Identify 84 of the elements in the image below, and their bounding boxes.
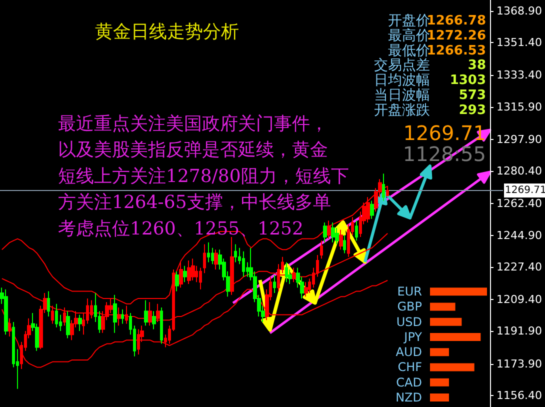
- candlestick: [242, 250, 245, 278]
- candlestick: [199, 267, 202, 290]
- candlestick: [137, 328, 140, 356]
- bar: [430, 288, 487, 296]
- annotation: 交易点差: [374, 58, 430, 74]
- candlestick: [320, 240, 323, 260]
- y-tick-label: 1191.90: [496, 324, 542, 338]
- candlestick: [230, 236, 234, 296]
- candlestick: [327, 220, 331, 240]
- annotation: 当日波幅: [374, 88, 430, 104]
- y-tick-label: 1209.40: [496, 293, 542, 306]
- candlestick: [214, 249, 218, 270]
- candlestick: [339, 229, 343, 250]
- text: 1303: [450, 73, 486, 88]
- text: 黄金日线走势分析: [95, 22, 239, 42]
- candlestick: [323, 222, 327, 243]
- y-tick-label: CHF: [398, 360, 422, 374]
- candlestick: [144, 300, 148, 326]
- y-tick-label: 1156.40: [496, 388, 542, 402]
- bar: [430, 378, 449, 386]
- annotation: 日均波幅: [374, 72, 430, 89]
- candlestick: [234, 244, 237, 263]
- y-tick-label: CAD: [396, 375, 422, 390]
- annotation: 短线上方关注1278/80阻力，短线下: [58, 166, 349, 187]
- candlestick: [191, 258, 195, 281]
- bar: [430, 302, 456, 311]
- candlestick: [285, 262, 288, 283]
- candlestick: [179, 262, 183, 288]
- y-tick-label: NZD: [396, 390, 422, 404]
- candlestick: [78, 314, 82, 332]
- candlestick: [117, 307, 121, 326]
- candlestick: [8, 318, 11, 337]
- candlestick: [148, 302, 152, 326]
- y-tick-label: 1262.40: [496, 197, 542, 210]
- candlestick: [304, 282, 308, 298]
- text: 573: [458, 88, 486, 103]
- annotation: 方关注1264-65支撑，中长线多单: [58, 192, 331, 214]
- candlestick: [203, 244, 206, 274]
- y-tick-label: 1244.90: [496, 228, 542, 242]
- candlestick: [66, 310, 70, 339]
- bar: [430, 318, 462, 326]
- text: 38: [468, 58, 486, 74]
- candlestick: [366, 196, 370, 223]
- candlestick: [55, 303, 58, 328]
- candlestick: [152, 310, 156, 330]
- candlestick: [113, 294, 117, 334]
- candlestick: [273, 274, 276, 294]
- y-tick-label: JPY: [403, 330, 423, 344]
- bar: [430, 332, 481, 341]
- candlestick: [355, 220, 358, 242]
- candlestick: [121, 308, 124, 324]
- candlestick: [331, 222, 335, 243]
- candlestick: [4, 288, 8, 336]
- line-series: [1, 280, 388, 368]
- bar: [430, 363, 474, 372]
- y-tick-label: 1315.90: [496, 100, 542, 114]
- candlestick: [160, 307, 163, 344]
- candlestick: [175, 270, 179, 292]
- candlestick: [382, 173, 385, 202]
- candlestick: [370, 200, 374, 220]
- candlestick: [183, 265, 187, 283]
- y-tick-label: 1333.40: [496, 68, 542, 82]
- y-tick-label: 1173.90: [496, 357, 542, 370]
- annotation: 最近重点关注美国政府关门事件，: [58, 114, 328, 134]
- candlestick: [343, 234, 346, 254]
- annotation: 以及美股美指反弹是否延续，黄金: [58, 140, 328, 161]
- ref-line-label: 1269.71: [505, 184, 545, 196]
- y-tick-label: 1280.40: [496, 164, 542, 178]
- y-tick-label: GBP: [397, 300, 422, 314]
- bar: [430, 393, 449, 402]
- candlestick: [187, 260, 191, 284]
- candlestick: [207, 242, 210, 263]
- y-tick-label: EUR: [397, 284, 422, 299]
- candlestick: [292, 267, 296, 283]
- y-tick-label: USD: [396, 314, 422, 329]
- candlestick: [47, 290, 50, 318]
- y-tick-label: AUD: [396, 345, 422, 360]
- bar: [430, 348, 449, 356]
- text: 293: [458, 102, 486, 118]
- y-tick-label: 1368.90: [496, 4, 542, 18]
- y-tick-label: 1227.40: [496, 260, 542, 274]
- y-tick-label: 1351.40: [496, 36, 542, 50]
- y-tick-label: 1297.90: [496, 132, 542, 146]
- annotation: 开盘涨跌: [374, 102, 430, 118]
